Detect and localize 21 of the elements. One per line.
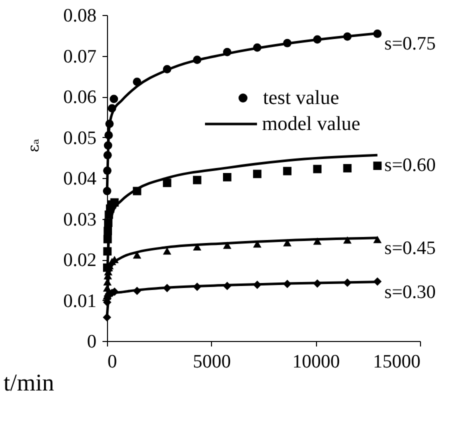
- y-tick-label: 0.05: [63, 128, 96, 149]
- y-tick-label: 0.04: [63, 168, 97, 190]
- legend-label: test value: [263, 87, 340, 109]
- y-tick-label: 0.01: [63, 290, 96, 312]
- x-tick-label: 0: [108, 352, 117, 372]
- x-tick-label: 5000: [192, 352, 231, 372]
- y-tick-label: 0.02: [63, 250, 96, 271]
- y-tick-label: 0.06: [63, 87, 96, 108]
- y-tick-label: 0.07: [63, 46, 96, 68]
- x-axis-title: t/min: [4, 370, 54, 396]
- y-tick-label: 0: [87, 332, 96, 352]
- x-tick-label: 10000: [292, 352, 340, 372]
- x-tick-label: 15000: [373, 352, 420, 372]
- annotation: s=0.45: [384, 238, 436, 259]
- legend-label: model value: [262, 113, 360, 135]
- y-axis-title: εₐ: [24, 138, 42, 152]
- y-tick-label: 0.03: [63, 209, 96, 230]
- y-tick-label: 0.08: [63, 6, 96, 26]
- annotation: s=0.75: [384, 33, 436, 54]
- annotation: s=0.30: [384, 282, 436, 303]
- annotation: s=0.60: [384, 155, 436, 176]
